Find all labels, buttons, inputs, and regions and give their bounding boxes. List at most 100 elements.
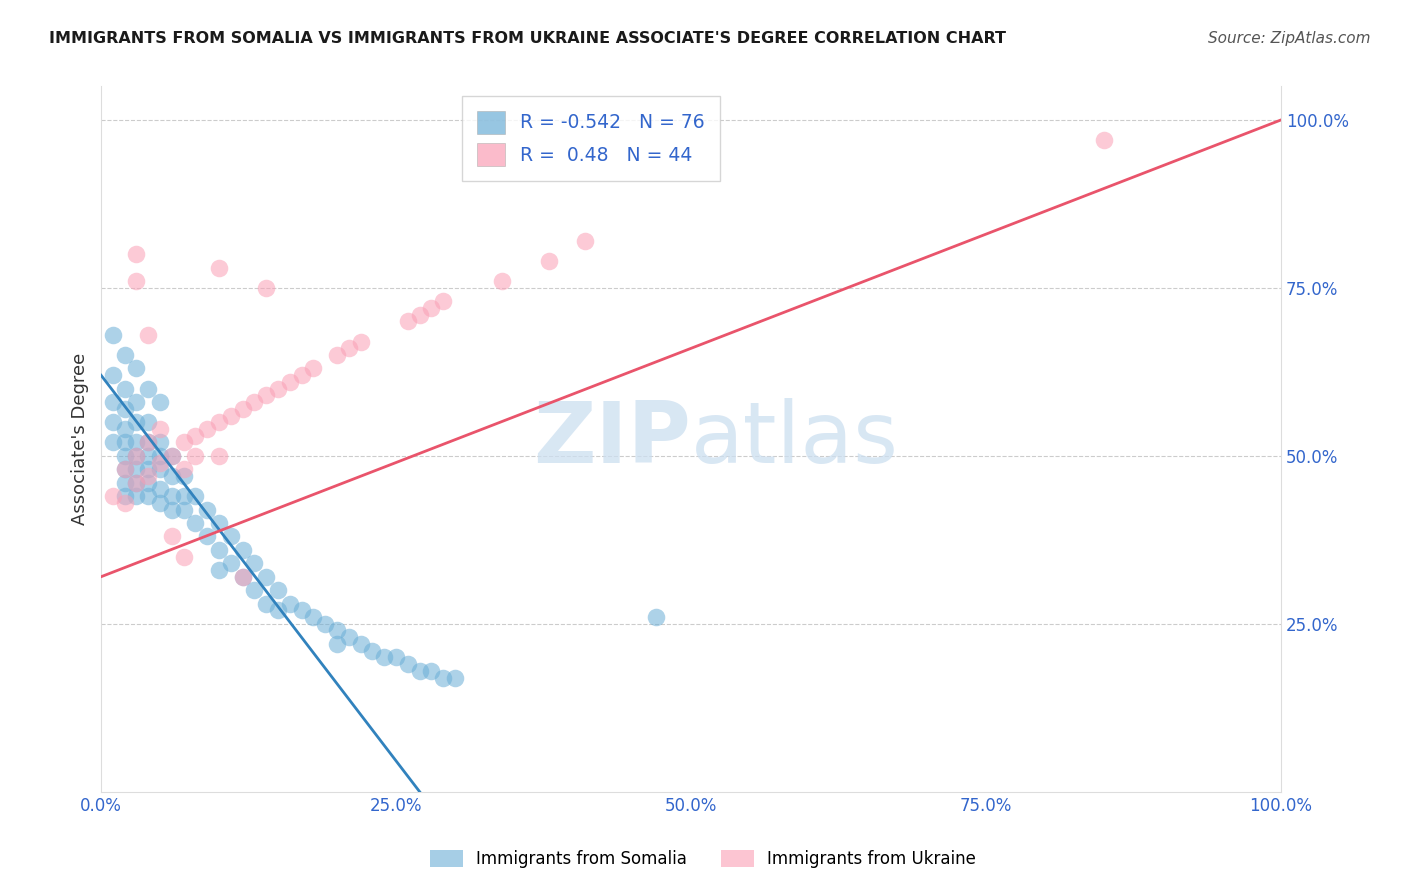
Point [232, 401, 254, 416]
Point [136, 462, 159, 476]
Point [114, 401, 136, 416]
Point [254, 388, 277, 402]
Point [136, 449, 159, 463]
Point [291, 368, 314, 383]
Point [184, 516, 207, 530]
Point [208, 415, 231, 429]
Point [254, 570, 277, 584]
Point [101, 395, 124, 409]
Point [432, 294, 454, 309]
Point [302, 610, 325, 624]
Point [125, 462, 148, 476]
Text: atlas: atlas [690, 398, 898, 481]
Point [136, 435, 159, 450]
Point [267, 382, 290, 396]
Point [101, 368, 124, 383]
Point [160, 449, 183, 463]
Point [149, 462, 172, 476]
Point [243, 583, 266, 598]
Point [136, 382, 159, 396]
Point [254, 281, 277, 295]
Point [326, 637, 349, 651]
Point [149, 395, 172, 409]
Point [644, 610, 666, 624]
Point [208, 542, 231, 557]
Point [125, 247, 148, 261]
Point [160, 529, 183, 543]
Point [291, 603, 314, 617]
Point [114, 475, 136, 490]
Point [173, 549, 195, 564]
Point [396, 314, 419, 328]
Point [136, 475, 159, 490]
Point [149, 449, 172, 463]
Point [149, 456, 172, 470]
Point [114, 496, 136, 510]
Point [396, 657, 419, 671]
Point [101, 327, 124, 342]
Point [114, 382, 136, 396]
Point [114, 348, 136, 362]
Point [408, 308, 430, 322]
Point [208, 563, 231, 577]
Point [491, 274, 513, 288]
Point [373, 650, 395, 665]
Point [326, 624, 349, 638]
Point [349, 334, 371, 349]
Point [208, 516, 231, 530]
Point [232, 570, 254, 584]
Point [136, 415, 159, 429]
Point [149, 496, 172, 510]
Point [114, 435, 136, 450]
Legend: Immigrants from Somalia, Immigrants from Ukraine: Immigrants from Somalia, Immigrants from… [423, 843, 983, 875]
Point [136, 327, 159, 342]
Point [232, 542, 254, 557]
Point [278, 375, 301, 389]
Point [173, 462, 195, 476]
Point [125, 274, 148, 288]
Point [114, 462, 136, 476]
Point [101, 489, 124, 503]
Point [114, 489, 136, 503]
Point [219, 529, 242, 543]
Point [254, 597, 277, 611]
Point [243, 395, 266, 409]
Point [208, 449, 231, 463]
Point [136, 489, 159, 503]
Point [385, 650, 408, 665]
Point [125, 489, 148, 503]
Point [208, 260, 231, 275]
Point [184, 428, 207, 442]
Point [444, 671, 467, 685]
Point [160, 469, 183, 483]
Point [349, 637, 371, 651]
Point [574, 234, 596, 248]
Point [267, 603, 290, 617]
Point [326, 348, 349, 362]
Point [195, 529, 218, 543]
Point [101, 435, 124, 450]
Point [420, 301, 443, 315]
Point [361, 643, 384, 657]
Text: Source: ZipAtlas.com: Source: ZipAtlas.com [1208, 31, 1371, 46]
Point [302, 361, 325, 376]
Point [160, 489, 183, 503]
Point [267, 583, 290, 598]
Point [125, 435, 148, 450]
Point [114, 462, 136, 476]
Point [432, 671, 454, 685]
Point [173, 469, 195, 483]
Point [160, 449, 183, 463]
Point [538, 254, 561, 268]
Point [219, 557, 242, 571]
Y-axis label: Associate's Degree: Associate's Degree [72, 353, 89, 525]
Point [337, 342, 360, 356]
Point [184, 489, 207, 503]
Point [337, 630, 360, 644]
Point [278, 597, 301, 611]
Point [149, 435, 172, 450]
Point [125, 449, 148, 463]
Point [125, 475, 148, 490]
Point [125, 415, 148, 429]
Text: IMMIGRANTS FROM SOMALIA VS IMMIGRANTS FROM UKRAINE ASSOCIATE'S DEGREE CORRELATIO: IMMIGRANTS FROM SOMALIA VS IMMIGRANTS FR… [49, 31, 1007, 46]
